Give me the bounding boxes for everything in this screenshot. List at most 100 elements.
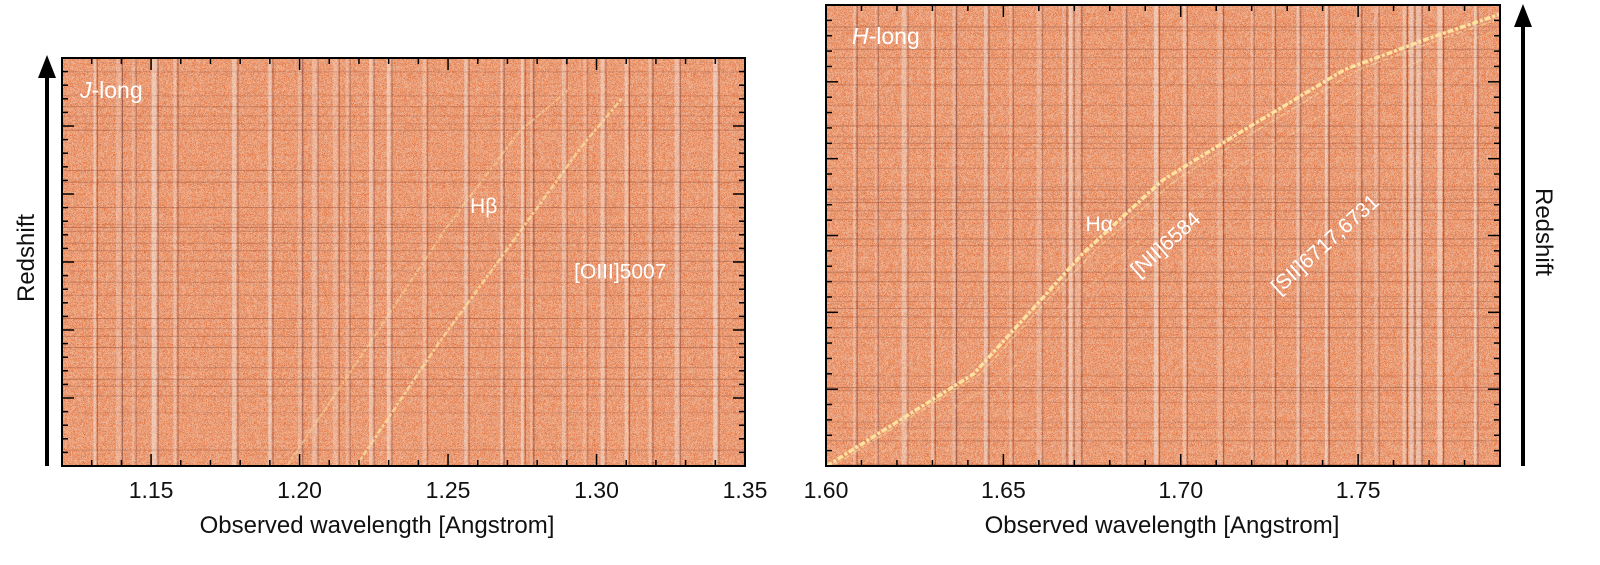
h-panel-label: H-long [852,23,920,49]
sky-line-shadow-24 [1421,5,1423,466]
row-stripe [826,136,1500,138]
row-stripe [826,167,1500,169]
sky-line-5 [173,58,177,466]
row-stripe [826,230,1500,232]
row-stripe [62,427,745,429]
sky-line-shadow-1 [856,5,858,466]
h-ticks [825,5,1501,466]
sky-line-1 [853,5,856,466]
sky-line-14 [1182,5,1186,466]
row-stripe [62,123,745,125]
left-redshift-arrowhead [38,55,56,78]
row-stripe [62,250,745,252]
sky-line-shadow-1 [96,58,99,466]
row-stripe [62,169,745,171]
sky-line-20 [1355,5,1361,466]
sky-line-shadow-20 [587,58,589,466]
sky-line-shadow-20 [1361,5,1363,466]
sky-line-21 [600,58,605,466]
row-stripe [62,195,745,197]
sky-line-shadow-13 [391,58,393,466]
x-tick-label: 1.75 [1336,477,1381,503]
row-stripe [826,210,1500,212]
sky-line-9 [1061,5,1066,466]
j-panel-label: J-long [79,77,143,103]
row-stripe [62,129,745,131]
j-sky-lines [93,58,720,466]
sky-line-12 [368,58,373,466]
sii-track [859,27,1500,466]
row-stripe [826,271,1500,273]
line-annotation: Hβ [470,195,497,218]
sky-line-shadow-5 [177,58,179,466]
halpha-track [826,12,1500,466]
j-long-panel: 1.15 1.20 1.25 1.30 1.35 Observed wavelength… [61,57,768,539]
sky-line-17 [1271,5,1275,466]
row-stripe [826,189,1500,191]
row-stripe [62,71,745,73]
h-row-stripes [826,8,1500,466]
sky-line-shadow-21 [605,58,607,466]
row-stripe [826,437,1500,439]
row-stripe [826,30,1500,32]
row-stripe [62,115,745,117]
x-tick-label: 1.65 [981,477,1026,503]
sky-line-shadow-8 [1042,5,1044,466]
row-stripe [62,140,745,142]
sky-line-2 [116,58,121,466]
sky-line-shadow-16 [503,58,505,466]
row-stripe [826,48,1500,50]
sky-line-shadow-8 [302,58,304,466]
row-stripe [62,286,745,288]
oiii-track [355,97,623,466]
row-stripe [62,449,745,451]
row-stripe [62,403,745,405]
sky-line-shadow-4 [934,5,936,466]
sky-line-shadow-23 [652,58,654,466]
row-stripe [826,261,1500,263]
left-redshift-label: Redshift [13,214,40,302]
row-stripe [826,316,1500,318]
sky-line-shadow-16 [1253,5,1255,466]
row-stripe [62,230,745,232]
sky-line-8 [297,58,302,466]
sky-line-13 [1153,5,1158,466]
sky-line-shadow-2 [877,5,879,466]
row-stripe [826,174,1500,176]
row-stripe [62,61,745,62]
sky-line-shadow-13 [1158,5,1161,466]
row-stripe [826,238,1500,240]
row-stripe [62,361,745,363]
sky-line-shadow-3 [135,58,137,466]
sky-line-shadow-14 [1186,5,1189,466]
sky-line-shadow-21 [1378,5,1380,466]
sky-line-shadow-4 [157,58,159,466]
row-stripe [62,385,745,387]
row-stripe [826,427,1500,429]
sky-line-9 [312,58,317,466]
row-stripe [62,350,745,352]
sky-line-shadow-19 [1328,5,1330,466]
j-x-axis-label: Observed wavelength [Angstrom] [200,512,555,539]
sky-line-shadow-10 [338,58,340,466]
row-stripe [62,281,745,283]
row-stripe [62,95,745,97]
sky-line-11 [1075,5,1081,466]
sky-line-14 [422,58,427,466]
sky-line-shadow-23 [1414,5,1416,466]
j-x-tick-labels: 1.15 1.20 1.25 1.30 1.35 [129,477,768,503]
sky-line-23 [1409,5,1414,466]
right-redshift-axis: Redshift [1514,4,1557,466]
sky-line-shadow-3 [907,5,909,466]
line-annotation: [OIII]5007 [574,260,666,283]
row-stripe [826,421,1500,423]
row-stripe [62,356,745,358]
sky-line-25 [1437,5,1443,466]
row-stripe [826,354,1500,356]
row-stripe [826,387,1500,389]
sky-line-shadow-2 [121,58,123,466]
row-stripe [826,93,1500,95]
sky-line-26 [1473,5,1477,466]
j-ticks [62,58,746,466]
